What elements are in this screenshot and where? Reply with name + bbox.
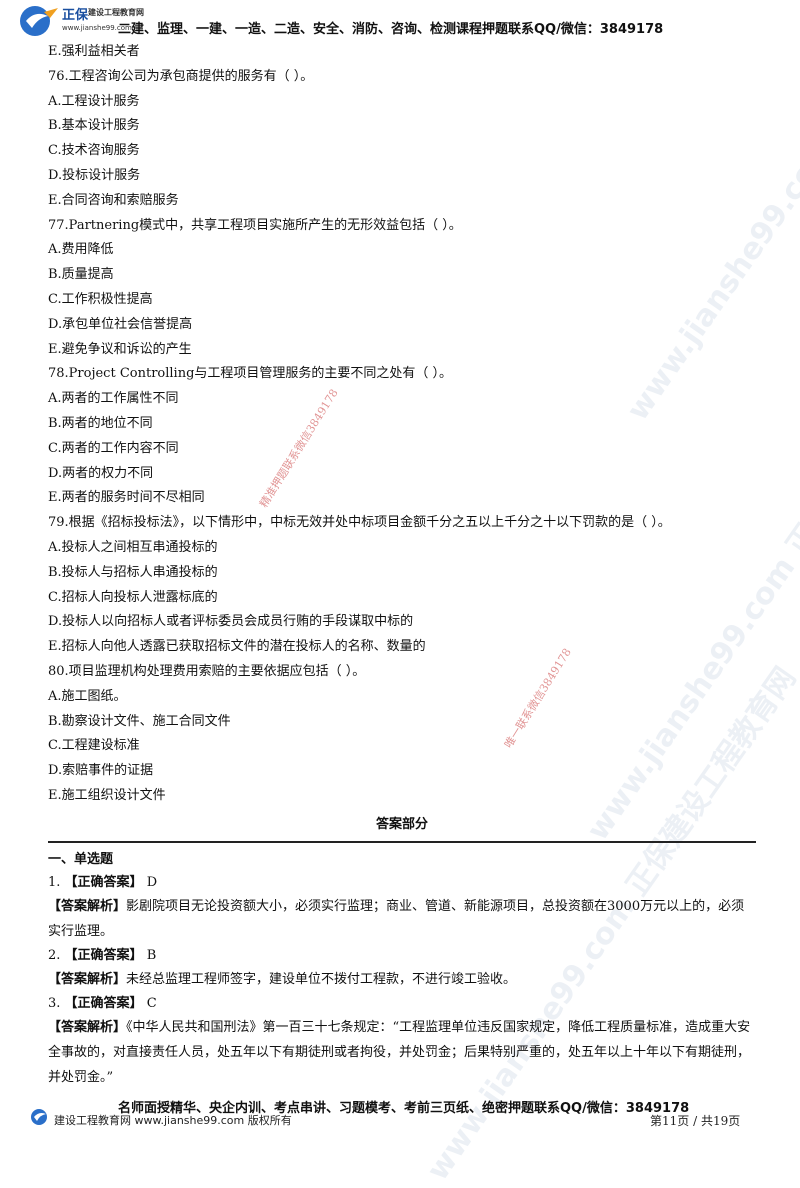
question-78: 78.Project Controlling与工程项目管理服务的主要不同之处有（…: [48, 362, 756, 511]
question-block: E.强利益相关者: [48, 40, 756, 65]
analysis-label: 【答案解析】: [48, 971, 127, 987]
section-divider: [48, 840, 756, 843]
option: A.工程设计服务: [48, 93, 140, 109]
correct-answer-label: 【正确答案】: [64, 995, 143, 1011]
document-body: E.强利益相关者 76.工程咨询公司为承包商提供的服务有（ ）。 A.工程设计服…: [48, 40, 756, 1090]
option: C.招标人向投标人泄露标底的: [48, 589, 218, 605]
question-76: 76.工程咨询公司为承包商提供的服务有（ ）。 A.工程设计服务 B.基本设计服…: [48, 65, 756, 214]
option: C.工程建设标准: [48, 738, 140, 754]
correct-answer-label: 【正确答案】: [64, 947, 143, 963]
option: A.施工图纸。: [48, 688, 127, 704]
logo-subtitle: 建设工程教育网: [88, 8, 144, 17]
option: B.质量提高: [48, 267, 114, 283]
option: D.投标设计服务: [48, 167, 141, 183]
header-contact-text: 二建、监理、一建、一造、二造、安全、消防、咨询、检测课程押题联系QQ/微信：38…: [118, 22, 664, 37]
analysis-label: 【答案解析】: [48, 898, 127, 914]
question-79: 79.根据《招标投标法》，以下情形中，中标无效并处中标项目金额千分之五以上千分之…: [48, 511, 756, 660]
answer-analysis: 【答案解析】影剧院项目无论投资额大小，必须实行监理；商业、管道、新能源项目，总投…: [48, 894, 756, 944]
page-number: 第11页 / 共19页: [650, 1114, 741, 1128]
question-stem: 76.工程咨询公司为承包商提供的服务有（ ）。: [48, 68, 314, 84]
option: E.招标人向他人透露已获取招标文件的潜在投标人的名称、数量的: [48, 639, 426, 655]
analysis-text: 未经总监理工程师签字，建设单位不拨付工程款，不进行竣工验收。: [126, 971, 517, 987]
option: E.施工组织设计文件: [48, 787, 166, 803]
answer-item-3: 3. 【正确答案】 C 【答案解析】《中华人民共和国刑法》第一百三十七条规定：“…: [48, 992, 756, 1090]
option: D.承包单位社会信誉提高: [48, 316, 193, 332]
option: E.两者的服务时间不尽相同: [48, 490, 205, 506]
question-stem: 80.项目监理机构处理费用索赔的主要依据应包括（ ）。: [48, 663, 366, 679]
answer-item-1: 1. 【正确答案】 D 【答案解析】影剧院项目无论投资额大小，必须实行监理；商业…: [48, 871, 756, 944]
answer-item-2: 2. 【正确答案】 B 【答案解析】未经总监理工程师签字，建设单位不拨付工程款，…: [48, 944, 756, 992]
question-stem: 79.根据《招标投标法》，以下情形中，中标无效并处中标项目金额千分之五以上千分之…: [48, 515, 671, 531]
option: B.两者的地位不同: [48, 415, 153, 431]
answer-section-title: 答案部分: [375, 816, 428, 832]
answer-number: 3.: [48, 995, 61, 1011]
part-title: 一、单选题: [48, 851, 114, 867]
option: A.投标人之间相互串通投标的: [48, 539, 218, 555]
analysis-label: 【答案解析】: [48, 1019, 127, 1035]
answer-number: 2.: [48, 947, 61, 963]
option: B.勘察设计文件、施工合同文件: [48, 713, 231, 729]
option: C.工作积极性提高: [48, 291, 153, 307]
question-line: E.强利益相关者: [48, 44, 140, 59]
answer-number: 1.: [48, 874, 61, 890]
option: A.费用降低: [48, 242, 114, 258]
analysis-text: 影剧院项目无论投资额大小，必须实行监理；商业、管道、新能源项目，总投资额在300…: [48, 898, 745, 939]
question-stem: 77.Partnering模式中，共享工程项目实施所产生的无形效益包括（ ）。: [48, 217, 462, 233]
correct-answer-value: C: [146, 995, 157, 1011]
page-header: 正保 建设工程教育网 www.jianshe99.com 二建、监理、一建、一造…: [0, 0, 800, 44]
option: E.合同咨询和索赔服务: [48, 192, 179, 208]
option: A.两者的工作属性不同: [48, 391, 179, 407]
analysis-text: 《中华人民共和国刑法》第一百三十七条规定：“工程监理单位违反国家规定，降低工程质…: [48, 1019, 751, 1085]
correct-answer-value: B: [146, 947, 157, 963]
answer-analysis: 【答案解析】未经总监理工程师签字，建设单位不拨付工程款，不进行竣工验收。: [48, 967, 756, 992]
logo-brand: 正保: [62, 8, 89, 23]
option: D.索赔事件的证据: [48, 763, 154, 779]
option: C.技术咨询服务: [48, 143, 140, 159]
logo-url: www.jianshe99.com: [62, 24, 132, 32]
option: E.避免争议和诉讼的产生: [48, 341, 192, 357]
footer-logo-icon: [31, 1109, 47, 1125]
question-stem: 78.Project Controlling与工程项目管理服务的主要不同之处有（…: [48, 366, 453, 382]
question-80: 80.项目监理机构处理费用索赔的主要依据应包括（ ）。 A.施工图纸。 B.勘察…: [48, 660, 756, 809]
correct-answer-label: 【正确答案】: [64, 874, 143, 890]
option: B.投标人与招标人串通投标的: [48, 564, 218, 580]
correct-answer-row: 2. 【正确答案】 B: [48, 944, 756, 967]
zhengbao-logo-icon: [20, 6, 58, 36]
correct-answer-row: 1. 【正确答案】 D: [48, 871, 756, 894]
answer-analysis: 【答案解析】《中华人民共和国刑法》第一百三十七条规定：“工程监理单位违反国家规定…: [48, 1015, 756, 1090]
footer-promo-text: 名师面授精华、央企内训、考点串讲、习题模考、考前三页纸、绝密押题联系QQ/微信：…: [118, 1101, 690, 1116]
option: C.两者的工作内容不同: [48, 440, 179, 456]
correct-answer-value: D: [146, 874, 158, 890]
footer-brand: 建设工程教育网 www.jianshe99.com 版权所有: [54, 1114, 292, 1127]
correct-answer-row: 3. 【正确答案】 C: [48, 992, 756, 1015]
option: D.投标人以向招标人或者评标委员会成员行贿的手段谋取中标的: [48, 614, 414, 630]
option: B.基本设计服务: [48, 118, 140, 134]
question-77: 77.Partnering模式中，共享工程项目实施所产生的无形效益包括（ ）。 …: [48, 214, 756, 363]
option: D.两者的权力不同: [48, 465, 154, 481]
